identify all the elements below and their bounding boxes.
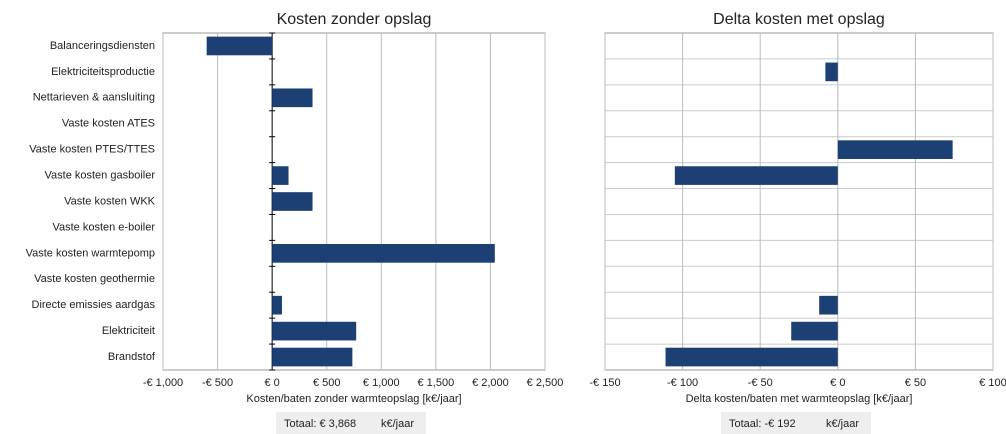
plot-area — [162, 32, 546, 371]
x-tick-label: € 500 — [313, 377, 341, 389]
y-tick-label: Directe emissies aardgas — [32, 299, 156, 311]
bar — [819, 295, 838, 315]
x-tick-label: € 2,000 — [472, 377, 509, 389]
x-tick-label: -€ 50 — [748, 377, 773, 389]
bar — [272, 192, 313, 211]
y-tick-label: Brandstof — [108, 351, 156, 363]
x-tick-label: -€ 150 — [589, 377, 620, 389]
x-tick-label: € 0 — [830, 377, 845, 389]
x-tick-label: € 1,500 — [418, 377, 455, 389]
x-tick-label: € 2,500 — [527, 377, 564, 389]
plot-area — [604, 32, 994, 371]
y-tick-label: Vaste kosten gasboiler — [45, 169, 156, 181]
y-tick-label: Vaste kosten WKK — [64, 195, 156, 207]
y-tick-label: Vaste kosten ATES — [62, 118, 155, 130]
bar — [837, 140, 953, 159]
bar — [272, 321, 357, 341]
bar — [674, 166, 838, 185]
y-tick-label: Nettarieven & aansluiting — [33, 92, 155, 104]
y-tick-label: Elektriciteit — [102, 325, 155, 337]
total-label: Totaal: -€ 192 — [729, 418, 796, 430]
chart-title: Kosten zonder opslag — [277, 11, 432, 28]
bar — [272, 295, 282, 315]
y-tick-label: Vaste kosten warmtepomp — [26, 247, 155, 259]
chart-title: Delta kosten met opslag — [713, 11, 885, 28]
bar — [272, 166, 289, 185]
y-tick-label: Vaste kosten geothermie — [34, 273, 155, 285]
total-label: Totaal: € 3,868 — [284, 418, 356, 430]
bar — [272, 244, 495, 263]
total-unit: k€/jaar — [381, 418, 414, 430]
bar — [272, 88, 313, 108]
y-tick-label: Elektriciteitsproductie — [51, 66, 155, 78]
x-tick-label: -€ 100 — [667, 377, 698, 389]
x-tick-label: € 0 — [264, 377, 279, 389]
x-tick-label: € 100 — [979, 377, 1006, 389]
x-tick-label: € 50 — [905, 377, 926, 389]
total-box — [276, 412, 426, 434]
bar — [272, 347, 353, 367]
x-axis-label: Kosten/baten zonder warmteopslag [k€/jaa… — [246, 393, 461, 405]
y-tick-label: Balanceringsdiensten — [50, 40, 155, 52]
x-tick-label: -€ 1,000 — [143, 377, 183, 389]
x-tick-label: -€ 500 — [202, 377, 233, 389]
bar — [665, 347, 838, 367]
total-box — [721, 412, 871, 434]
x-axis-label: Delta kosten/baten met warmteopslag [k€/… — [686, 393, 913, 405]
y-tick-label: Vaste kosten PTES/TTES — [29, 144, 155, 156]
total-unit: k€/jaar — [826, 418, 859, 430]
y-tick-label: Vaste kosten e-boiler — [52, 221, 155, 233]
bar — [825, 62, 838, 82]
x-tick-label: € 1,000 — [363, 377, 400, 389]
bar — [206, 36, 273, 56]
bar — [791, 321, 838, 341]
